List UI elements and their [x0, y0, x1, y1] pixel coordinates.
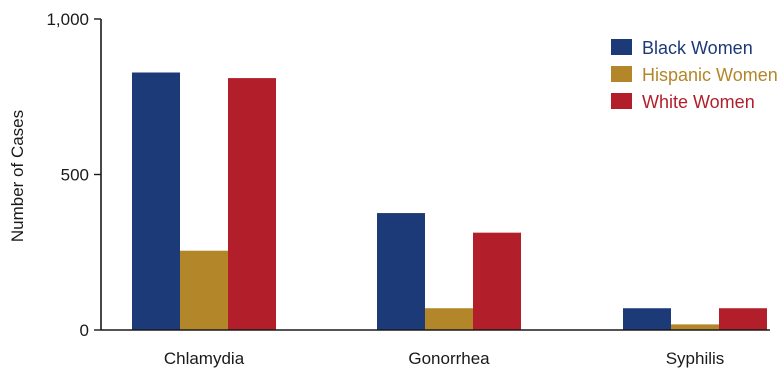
- y-tick-label: 1,000: [46, 10, 89, 29]
- bars-group: [132, 72, 767, 330]
- y-axis-title: Number of Cases: [8, 110, 27, 242]
- legend-swatch: [611, 93, 632, 109]
- y-tick-label: 500: [61, 166, 89, 185]
- y-tick-label: 0: [80, 321, 89, 340]
- bar-black-women-syphilis: [623, 308, 671, 330]
- legend-swatch: [611, 39, 632, 55]
- x-tick-label: Chlamydia: [164, 349, 245, 368]
- legend: Black Women Hispanic Women White Women: [611, 38, 778, 112]
- bar-white-women-syphilis: [719, 308, 767, 330]
- x-tick-label: Syphilis: [666, 349, 725, 368]
- bar-hispanic-women-gonorrhea: [425, 308, 473, 330]
- legend-label: Black Women: [642, 38, 753, 58]
- bar-hispanic-women-syphilis: [671, 324, 719, 330]
- legend-label: Hispanic Women: [642, 65, 778, 85]
- bar-white-women-chlamydia: [228, 78, 276, 330]
- bar-black-women-chlamydia: [132, 72, 180, 330]
- x-tick-label: Gonorrhea: [408, 349, 490, 368]
- bar-white-women-gonorrhea: [473, 232, 521, 330]
- x-axis: Chlamydia Gonorrhea Syphilis: [101, 329, 770, 368]
- legend-swatch: [611, 66, 632, 82]
- bar-black-women-gonorrhea: [377, 213, 425, 330]
- y-axis: 0 500 1,000: [46, 10, 102, 340]
- legend-label: White Women: [642, 92, 755, 112]
- bar-hispanic-women-chlamydia: [180, 250, 228, 330]
